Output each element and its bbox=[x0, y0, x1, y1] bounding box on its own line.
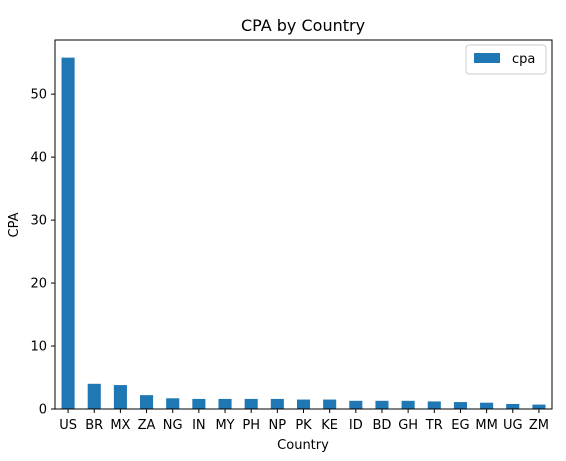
y-tick-label: 50 bbox=[30, 88, 47, 103]
x-tick-label: EG bbox=[451, 418, 469, 433]
bar-pk bbox=[296, 399, 311, 409]
bar-ug bbox=[506, 403, 520, 409]
x-tick-label: BR bbox=[85, 418, 103, 433]
x-tick-label: MX bbox=[110, 418, 130, 433]
x-tick-label: ZM bbox=[529, 418, 549, 433]
x-axis-label: Country bbox=[277, 438, 329, 453]
bar-ke bbox=[323, 399, 337, 409]
chart-title: CPA by Country bbox=[241, 16, 365, 35]
x-tick-label: MY bbox=[215, 418, 234, 433]
bar-zm bbox=[532, 404, 546, 409]
bar-eg bbox=[453, 402, 467, 409]
plot-frame bbox=[54, 39, 553, 410]
legend: cpa bbox=[465, 44, 547, 75]
bar-bd bbox=[375, 400, 389, 409]
x-tick-label: NG bbox=[163, 418, 183, 433]
x-tick-label: BD bbox=[373, 418, 392, 433]
x-tick-label: UG bbox=[503, 418, 523, 433]
bar-in bbox=[192, 398, 206, 409]
x-tick-label: ID bbox=[349, 418, 363, 433]
x-tick-label: MM bbox=[475, 418, 497, 433]
bar-gh bbox=[401, 400, 415, 409]
bar-br bbox=[87, 383, 101, 409]
legend-swatch bbox=[474, 53, 500, 63]
y-axis-ticks: 0 10 20 30 40 50 bbox=[30, 88, 55, 418]
bar-mx bbox=[113, 385, 127, 409]
bar-mm bbox=[480, 402, 494, 409]
y-tick-label: 10 bbox=[30, 340, 47, 355]
x-axis-ticks: US BR MX ZA NG IN MY PH NP PK KE ID BD GH TR EG MM UG ZM bbox=[59, 409, 549, 433]
x-tick-label: GH bbox=[398, 418, 418, 433]
bar-us bbox=[61, 57, 75, 409]
y-axis-label: CPA bbox=[7, 212, 22, 237]
bar-np bbox=[270, 398, 284, 409]
x-tick-label: IN bbox=[192, 418, 206, 433]
y-tick-label: 0 bbox=[39, 403, 47, 418]
bar-tr bbox=[427, 401, 441, 409]
y-tick-label: 30 bbox=[30, 214, 47, 229]
bar-ph bbox=[244, 398, 258, 409]
x-tick-label: PH bbox=[242, 418, 260, 433]
x-tick-label: PK bbox=[295, 418, 312, 433]
bar-id bbox=[349, 400, 363, 409]
x-tick-label: TR bbox=[425, 418, 443, 433]
x-tick-label: US bbox=[59, 418, 77, 433]
x-tick-label: NP bbox=[269, 418, 287, 433]
bar-my bbox=[218, 398, 232, 409]
bar-ng bbox=[166, 398, 180, 409]
x-tick-label: KE bbox=[321, 418, 338, 433]
y-tick-label: 40 bbox=[30, 151, 47, 166]
bars-group bbox=[61, 57, 546, 409]
y-tick-label: 20 bbox=[30, 277, 47, 292]
bar-za bbox=[140, 395, 154, 409]
x-tick-label: ZA bbox=[138, 418, 156, 433]
legend-label: cpa bbox=[512, 52, 535, 67]
legend-box bbox=[465, 44, 547, 75]
